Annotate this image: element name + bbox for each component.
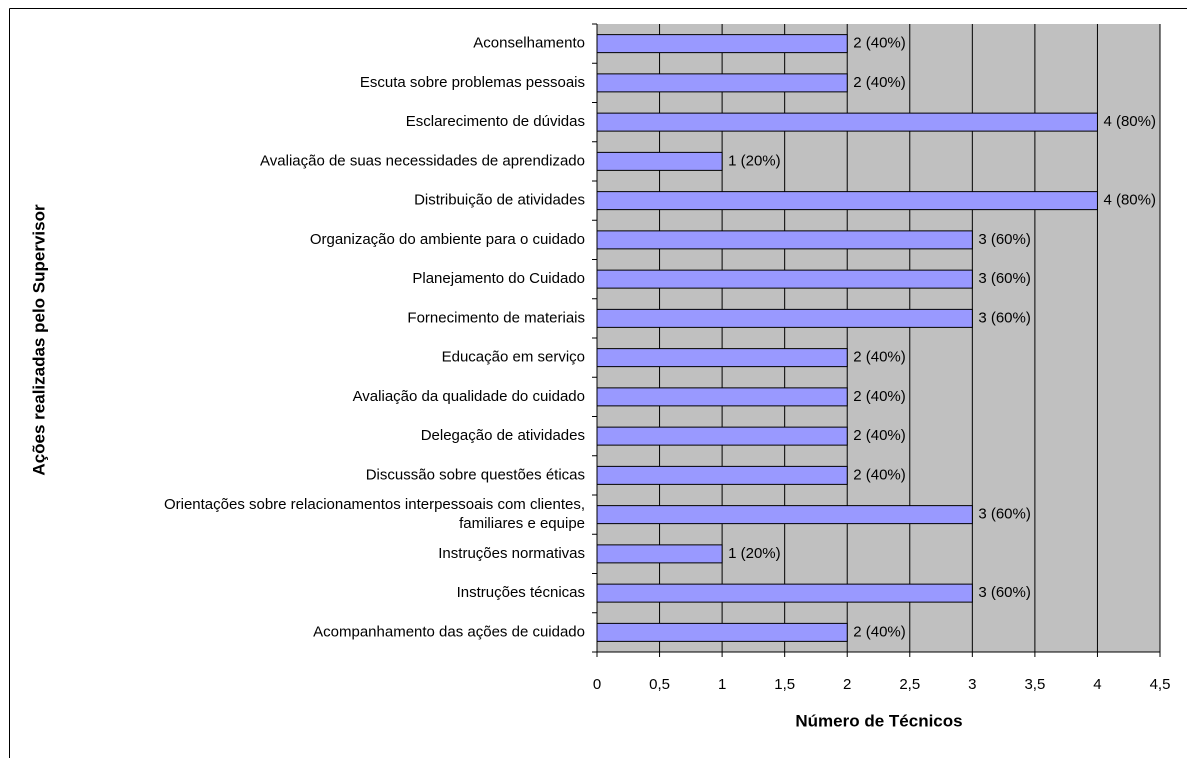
bar	[596, 348, 848, 368]
bar	[596, 387, 848, 407]
bar	[596, 191, 1098, 211]
x-tick-label: 1,5	[774, 676, 795, 693]
value-label: 4 (80%)	[1103, 113, 1156, 130]
value-label: 2 (40%)	[853, 623, 906, 640]
x-tick-label: 2	[843, 676, 851, 693]
bar	[596, 465, 848, 485]
bar	[596, 505, 973, 525]
x-tick-label: 0	[593, 676, 601, 693]
x-axis-title: Número de Técnicos	[795, 711, 962, 730]
y-tick-label: Discussão sobre questões éticas	[366, 466, 585, 483]
bar	[596, 583, 973, 603]
y-tick-label: Avaliação de suas necessidades de aprend…	[260, 152, 585, 169]
bar	[596, 544, 723, 564]
x-tick-label: 0,5	[649, 676, 670, 693]
y-tick-label: Planejamento do Cuidado	[412, 270, 585, 287]
bar	[596, 151, 723, 171]
bar	[596, 426, 848, 446]
y-tick-label: Instruções técnicas	[457, 584, 585, 601]
y-tick-label: Distribuição de atividades	[414, 192, 585, 209]
value-label: 3 (60%)	[978, 506, 1031, 523]
bar	[596, 230, 973, 250]
y-tick-label: Organização do ambiente para o cuidado	[310, 231, 585, 248]
x-tick-label: 1	[718, 676, 726, 693]
y-tick-label: Instruções normativas	[438, 545, 585, 562]
value-label: 2 (40%)	[853, 35, 906, 52]
value-label: 2 (40%)	[853, 466, 906, 483]
y-tick-label: Escuta sobre problemas pessoais	[360, 74, 585, 91]
y-tick-label: Fornecimento de materiais	[407, 309, 585, 326]
bar	[596, 34, 848, 54]
y-tick-label: Educação em serviço	[442, 349, 585, 366]
y-tick-label: Aconselhamento	[473, 35, 585, 52]
value-label: 3 (60%)	[978, 584, 1031, 601]
y-tick-label: Esclarecimento de dúvidas	[406, 113, 585, 130]
value-label: 4 (80%)	[1103, 192, 1156, 209]
bar	[596, 308, 973, 328]
value-label: 3 (60%)	[978, 231, 1031, 248]
x-tick-label: 3	[968, 676, 976, 693]
y-tick-label: Acompanhamento das ações de cuidado	[313, 623, 585, 640]
x-tick-label: 4,5	[1150, 676, 1171, 693]
bar	[596, 269, 973, 289]
value-label: 1 (20%)	[728, 545, 781, 562]
y-tick-label: Orientações sobre relacionamentos interp…	[164, 496, 585, 532]
value-label: 2 (40%)	[853, 388, 906, 405]
bar	[596, 73, 848, 93]
x-tick-label: 2,5	[899, 676, 920, 693]
value-label: 3 (60%)	[978, 270, 1031, 287]
y-tick-label: Delegação de atividades	[421, 427, 585, 444]
value-label: 2 (40%)	[853, 427, 906, 444]
value-label: 1 (20%)	[728, 152, 781, 169]
y-tick-label: Avaliação da qualidade do cuidado	[353, 388, 585, 405]
value-label: 2 (40%)	[853, 349, 906, 366]
x-tick-label: 3,5	[1024, 676, 1045, 693]
value-label: 3 (60%)	[978, 309, 1031, 326]
value-label: 2 (40%)	[853, 74, 906, 91]
y-axis-title: Ações realizadas pelo Supervisor	[29, 204, 48, 476]
bar	[596, 622, 848, 642]
x-tick-label: 4	[1093, 676, 1101, 693]
bar	[596, 112, 1098, 132]
